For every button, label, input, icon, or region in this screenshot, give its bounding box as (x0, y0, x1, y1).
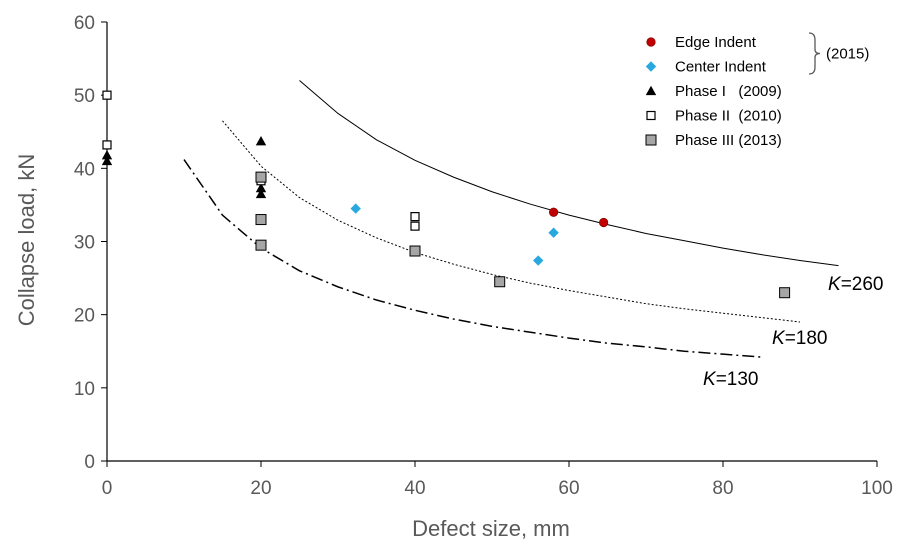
data-points (101, 90, 791, 299)
y-axis-title: Collapse load, kN (14, 154, 39, 326)
x-tick-label: 80 (712, 478, 733, 499)
data-point (255, 136, 267, 146)
y-tick-label: 10 (74, 379, 95, 400)
data-point (255, 171, 267, 183)
data-point (255, 182, 267, 193)
data-point (255, 188, 267, 199)
data-point (409, 245, 421, 257)
legend-marker (645, 134, 657, 146)
fit-curves (183, 80, 839, 358)
x-tick-label: 60 (558, 478, 579, 499)
data-point (102, 140, 112, 150)
y-tick-label: 30 (74, 233, 95, 254)
data-point (779, 287, 791, 299)
legend-label: Phase III (2013) (675, 132, 782, 149)
data-point (101, 149, 113, 160)
curve-k130 (183, 159, 762, 358)
legend-marker (645, 85, 657, 96)
legend-marker (646, 110, 656, 121)
y-tick-label: 50 (74, 86, 95, 107)
curve-labels: K=260 K=180 K=130 (703, 274, 883, 390)
x-tick-label: 40 (404, 478, 425, 499)
legend-group-label: (2015) (826, 46, 869, 63)
y-tick-label: 60 (74, 13, 95, 34)
legend-label: Center Indent (675, 59, 767, 76)
x-tick-label: 20 (250, 478, 271, 499)
x-axis-title: Defect size, mm (412, 516, 570, 541)
data-point (255, 214, 267, 226)
data-point (102, 90, 112, 100)
legend-brace (808, 32, 821, 75)
x-tick-label: 100 (861, 478, 893, 499)
curve-label: K=130 (703, 369, 758, 390)
data-point (533, 255, 544, 266)
legend-label: Phase II (2010) (675, 108, 782, 125)
y-tick-label: 40 (74, 159, 95, 180)
legend-marker (646, 37, 656, 47)
legend: Edge Indent Center Indent Phase I (2009) Ph… (645, 32, 869, 149)
y-tick-label: 20 (74, 306, 95, 327)
legend-label: Edge Indent (675, 34, 757, 51)
data-point (255, 239, 267, 251)
data-point (350, 203, 361, 214)
x-tick-label: 0 (102, 478, 113, 499)
curve-label: K=260 (828, 274, 883, 295)
data-point (410, 221, 420, 231)
data-point (548, 207, 559, 217)
legend-label: Phase I (2009) (675, 83, 782, 100)
data-point (101, 155, 113, 166)
axes: 0 20 40 60 80 100 0 10 20 30 40 50 60 (74, 13, 893, 499)
data-point (410, 212, 420, 222)
data-point (548, 227, 559, 238)
curve-label: K=180 (772, 328, 827, 349)
y-tick-label: 0 (84, 452, 95, 473)
curve-k180 (222, 120, 801, 323)
data-point (494, 276, 506, 288)
data-point (599, 217, 609, 228)
curve-k260 (299, 80, 839, 267)
legend-marker (645, 61, 657, 72)
